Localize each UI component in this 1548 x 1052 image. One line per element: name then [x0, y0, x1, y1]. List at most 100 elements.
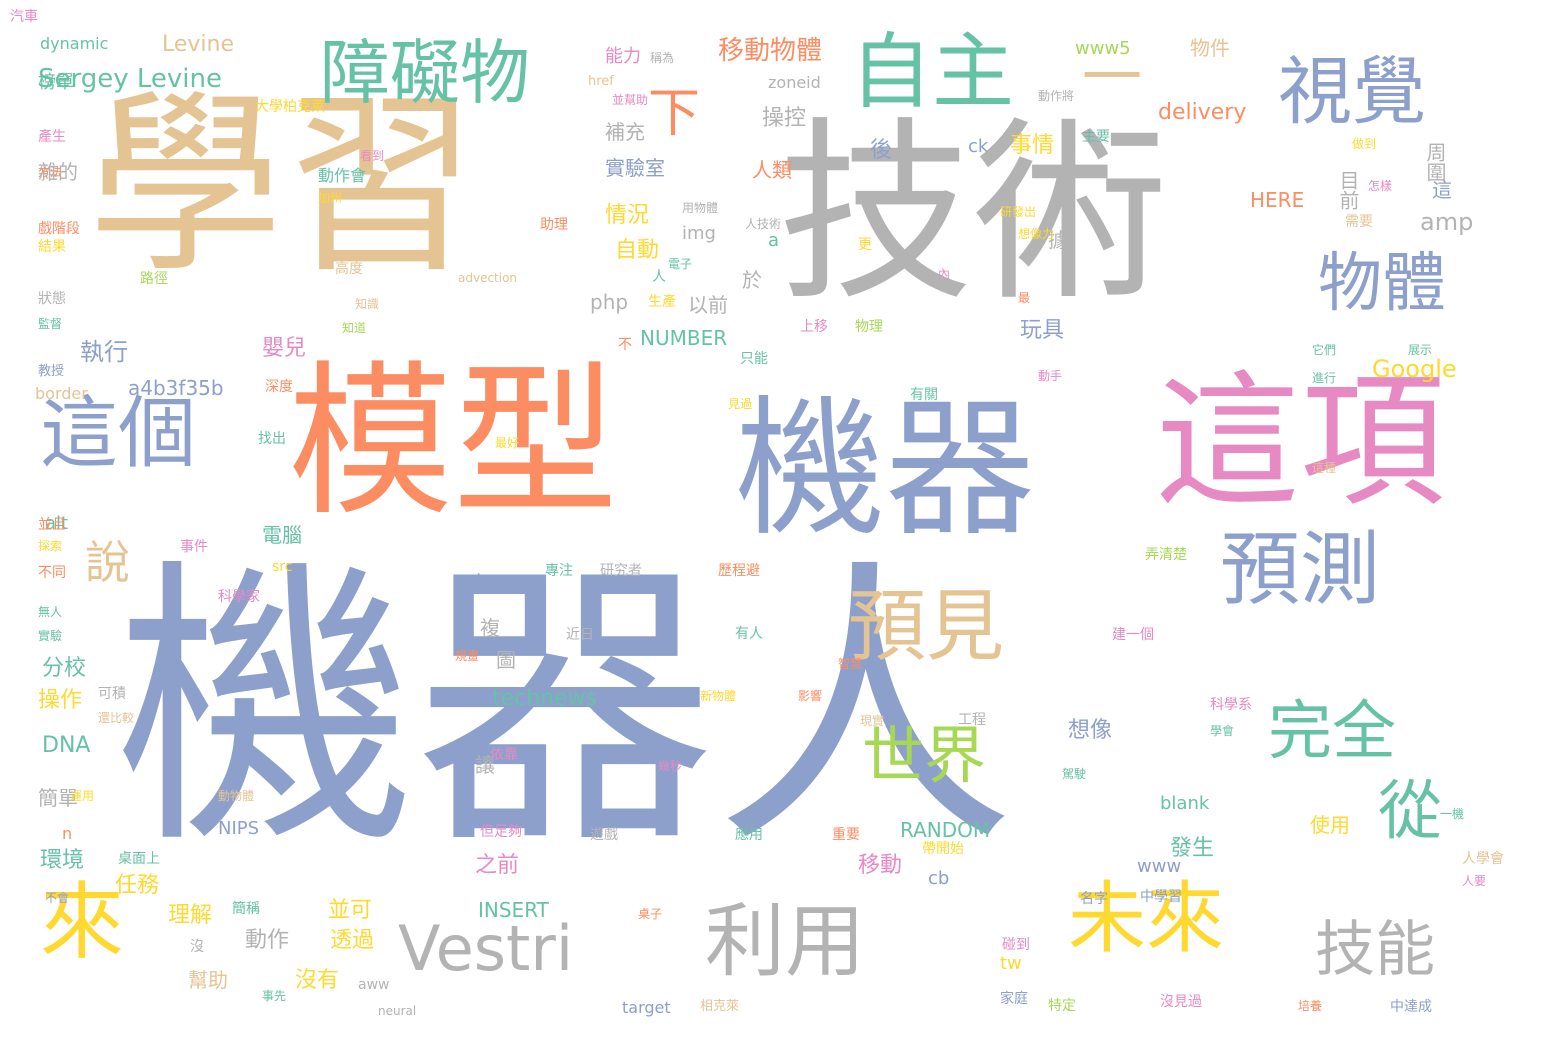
- cloud-word: 助理: [540, 217, 568, 233]
- cloud-word: aww: [358, 977, 390, 993]
- cloud-word: www: [1137, 856, 1182, 877]
- cloud-word: 人學會: [1462, 851, 1504, 867]
- cloud-word: 歷程避: [718, 563, 760, 579]
- cloud-word: 補充: [605, 120, 645, 144]
- cloud-word: 物體: [1318, 247, 1446, 321]
- cloud-word: dynamic: [40, 34, 109, 53]
- cloud-word: 發生: [1170, 836, 1215, 861]
- cloud-word: 模型: [288, 346, 618, 538]
- cloud-word: 找出: [258, 431, 286, 447]
- cloud-word: 從: [1378, 775, 1442, 849]
- cloud-word: 弄清楚: [1145, 547, 1187, 563]
- cloud-word: 路徑: [140, 271, 168, 287]
- cloud-word: 情況: [605, 203, 650, 228]
- cloud-word: 技能: [1315, 915, 1435, 985]
- cloud-word: border: [35, 384, 88, 403]
- cloud-word: 影響: [798, 689, 823, 703]
- cloud-word: 桌子: [638, 907, 663, 921]
- cloud-word: 能力: [605, 46, 641, 67]
- cloud-word: 可積: [98, 686, 126, 702]
- cloud-word: 不會: [45, 891, 70, 905]
- cloud-word: 高度: [335, 261, 363, 277]
- cloud-word: 不: [618, 337, 632, 353]
- cloud-word: 戲階段: [38, 221, 80, 237]
- cloud-word: 特定: [1048, 998, 1076, 1014]
- cloud-word: img: [682, 223, 716, 244]
- cloud-word: 幫助: [188, 968, 228, 992]
- cloud-word: INSERT: [478, 898, 549, 922]
- cloud-word: 來: [40, 873, 125, 971]
- cloud-word: 複: [480, 616, 500, 640]
- cloud-word: 使用: [1310, 813, 1350, 837]
- cloud-word: Sergey Levine: [38, 64, 222, 94]
- cloud-word: 加州: [318, 191, 343, 205]
- cloud-word: 帶開始: [922, 841, 964, 857]
- cloud-word: 做到: [1352, 137, 1377, 151]
- cloud-word: 主要: [1082, 129, 1110, 145]
- cloud-word: 玩具: [1020, 318, 1065, 343]
- cloud-word: 機器: [735, 383, 1036, 557]
- cloud-word: 探索: [38, 539, 63, 553]
- cloud-word: 稱為: [650, 51, 675, 65]
- cloud-word: php: [590, 290, 629, 314]
- cloud-word: 簡單: [38, 786, 78, 810]
- cloud-word: 預見: [848, 582, 1005, 672]
- cloud-word: 於: [742, 268, 762, 292]
- cloud-word: 大學柏克萊: [255, 99, 325, 115]
- cloud-word: 利用: [705, 895, 865, 988]
- cloud-word: 駕駛: [1062, 767, 1087, 781]
- cloud-word: alt: [45, 513, 69, 534]
- cloud-word: 機器人: [115, 535, 1015, 884]
- cloud-word: 學會: [1210, 724, 1235, 738]
- cloud-word: 電腦: [262, 523, 302, 547]
- cloud-word: 學習: [88, 72, 478, 299]
- cloud-word: 榜單: [38, 72, 74, 93]
- cloud-word: 嬰兒: [262, 336, 307, 361]
- cloud-word: 用物體: [682, 201, 719, 215]
- cloud-word: 之前: [475, 853, 520, 878]
- cloud-word: 中學習: [1140, 889, 1182, 905]
- cloud-word: cb: [928, 868, 950, 889]
- cloud-word: 了解: [452, 573, 497, 598]
- cloud-word: 教授: [38, 364, 65, 379]
- cloud-word: 並幫助: [612, 93, 649, 107]
- cloud-word: 這個: [40, 389, 197, 479]
- cloud-word: 遊戲: [590, 827, 618, 843]
- cloud-word: 汽車: [10, 9, 38, 25]
- cloud-word: 結果: [38, 239, 66, 255]
- cloud-word: target: [622, 998, 671, 1017]
- cloud-word: RANDOM: [900, 818, 991, 842]
- cloud-word: 沒有: [295, 968, 340, 993]
- cloud-word: 電子: [668, 257, 693, 271]
- cloud-word: 知識: [355, 297, 380, 311]
- cloud-word: 沒見過: [1160, 994, 1202, 1010]
- cloud-word: 動手: [1038, 369, 1063, 383]
- cloud-word: 家庭: [1000, 991, 1028, 1007]
- cloud-word: 人: [652, 269, 666, 285]
- cloud-word: 沒: [190, 939, 204, 955]
- cloud-word: href: [588, 74, 614, 89]
- cloud-word: 專注: [545, 563, 573, 579]
- cloud-word: 現實: [860, 714, 885, 728]
- cloud-word: 相克萊: [700, 999, 740, 1014]
- cloud-word: 物理: [855, 319, 883, 335]
- cloud-word: 建一個: [1112, 627, 1154, 643]
- cloud-word: 後: [870, 138, 893, 163]
- cloud-word: 想像力: [1018, 227, 1055, 241]
- cloud-word: 事件: [180, 539, 208, 555]
- cloud-word: 重要: [832, 827, 860, 843]
- cloud-word: 視覺: [1278, 49, 1426, 135]
- cloud-word: 技術: [778, 100, 1168, 327]
- cloud-word: 生產: [648, 294, 676, 310]
- cloud-word: 依靠: [490, 747, 518, 763]
- cloud-word: 透過: [330, 928, 375, 953]
- cloud-word: 應用: [735, 827, 763, 843]
- cloud-word: 動作會: [318, 166, 367, 185]
- cloud-word: 研發出: [1000, 205, 1037, 219]
- cloud-word: 移動: [858, 853, 903, 878]
- cloud-word: 需要: [1345, 214, 1373, 230]
- cloud-word: Vestri: [398, 912, 574, 985]
- cloud-word: 中達成: [1390, 999, 1432, 1015]
- cloud-word: 事先: [262, 989, 287, 1003]
